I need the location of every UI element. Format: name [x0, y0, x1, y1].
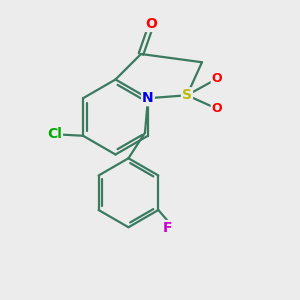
Text: F: F [163, 221, 172, 235]
Text: O: O [212, 102, 222, 115]
Text: N: N [142, 91, 154, 105]
Text: O: O [212, 72, 222, 85]
Text: Cl: Cl [47, 127, 62, 141]
Text: S: S [182, 88, 192, 102]
Text: O: O [146, 17, 158, 31]
